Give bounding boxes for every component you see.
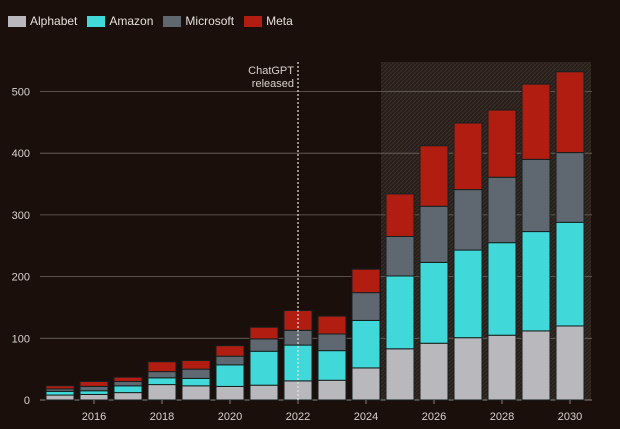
bar-amazon-2015 [45, 390, 75, 396]
bar-alphabet-2023 [317, 379, 347, 401]
bar-microsoft-2020 [215, 355, 245, 366]
bar-alphabet-2019 [181, 385, 211, 401]
bar-meta-2023 [317, 315, 347, 335]
legend-label: Amazon [109, 14, 154, 28]
bar-amazon-2024 [351, 319, 381, 369]
x-tick-label: 2018 [150, 411, 174, 423]
bar-amazon-2019 [181, 377, 211, 387]
bar-amazon-2023 [317, 350, 347, 381]
bar-microsoft-2025 [385, 235, 415, 277]
annotation-label: ChatGPT [248, 65, 294, 77]
y-tick-label: 500 [12, 87, 30, 99]
bar-microsoft-2029 [521, 158, 551, 233]
bar-amazon-2017 [113, 385, 143, 394]
bar-microsoft-2028 [487, 176, 517, 244]
bar-alphabet-2030 [555, 325, 585, 401]
legend-swatch [87, 15, 106, 27]
annotation-label: released [252, 78, 294, 90]
x-tick-label: 2016 [82, 411, 106, 423]
bar-meta-2016 [79, 380, 109, 387]
bar-microsoft-2024 [351, 292, 381, 321]
bar-meta-2018 [147, 361, 177, 373]
bar-amazon-2029 [521, 231, 551, 332]
bar-amazon-2018 [147, 377, 177, 386]
bar-alphabet-2016 [79, 393, 109, 401]
bar-microsoft-2027 [453, 189, 483, 251]
bar-alphabet-2028 [487, 334, 517, 401]
bar-meta-2017 [113, 376, 143, 382]
bar-alphabet-2027 [453, 337, 483, 401]
bar-microsoft-2019 [181, 368, 211, 379]
bar-alphabet-2020 [215, 385, 245, 401]
legend-swatch [8, 15, 26, 27]
bar-amazon-2027 [453, 249, 483, 339]
legend-item-amazon: Amazon [87, 14, 153, 28]
legend-item-alphabet: Alphabet [8, 14, 77, 28]
bar-microsoft-2016 [79, 385, 109, 392]
bar-microsoft-2026 [419, 205, 449, 263]
bar-alphabet-2024 [351, 367, 381, 401]
legend-label: Meta [266, 14, 293, 28]
bar-meta-2021 [249, 326, 279, 340]
bar-microsoft-2018 [147, 371, 177, 379]
bar-amazon-2025 [385, 275, 415, 350]
x-tick-label: 2026 [422, 411, 446, 423]
legend-item-microsoft: Microsoft [163, 14, 234, 28]
y-tick-label: 400 [12, 148, 30, 160]
bar-meta-2024 [351, 268, 381, 294]
bar-microsoft-2017 [113, 380, 143, 387]
bar-alphabet-2021 [249, 384, 279, 401]
legend-swatch [244, 15, 263, 27]
bar-alphabet-2026 [419, 342, 449, 401]
bar-meta-2029 [521, 83, 551, 160]
bar-amazon-2028 [487, 242, 517, 336]
x-tick-label: 2020 [218, 411, 242, 423]
x-tick-label: 2024 [354, 411, 378, 423]
y-tick-label: 100 [12, 333, 30, 345]
bar-amazon-2021 [249, 350, 279, 386]
bar-alphabet-2015 [45, 394, 75, 401]
bar-meta-2028 [487, 109, 517, 178]
bar-amazon-2020 [215, 364, 245, 387]
bar-meta-2019 [181, 360, 211, 370]
legend-item-meta: Meta [244, 14, 293, 28]
bar-meta-2020 [215, 345, 245, 357]
x-tick-label: 2022 [286, 411, 310, 423]
bar-alphabet-2017 [113, 392, 143, 401]
y-tick-label: 200 [12, 272, 30, 284]
bar-amazon-2030 [555, 221, 585, 327]
legend-swatch [163, 15, 182, 27]
y-tick-label: 300 [12, 210, 30, 222]
bar-meta-2025 [385, 193, 415, 237]
bar-alphabet-2018 [147, 384, 177, 401]
bar-meta-2030 [555, 71, 585, 154]
bar-amazon-2026 [419, 261, 449, 344]
legend-label: Microsoft [185, 14, 235, 28]
y-tick-label: 0 [24, 395, 30, 407]
bar-microsoft-2023 [317, 333, 347, 352]
bar-alphabet-2025 [385, 348, 415, 401]
x-tick-label: 2028 [490, 411, 514, 423]
legend-label: Alphabet [30, 14, 78, 28]
legend: Alphabet Amazon Microsoft Meta [8, 14, 293, 28]
bar-microsoft-2030 [555, 152, 585, 223]
bar-alphabet-2029 [521, 330, 551, 401]
bar-meta-2015 [45, 385, 75, 390]
bar-meta-2026 [419, 145, 449, 207]
bar-meta-2027 [453, 122, 483, 191]
bar-microsoft-2021 [249, 338, 279, 352]
x-tick-label: 2030 [558, 411, 582, 423]
bar-amazon-2016 [79, 390, 109, 395]
